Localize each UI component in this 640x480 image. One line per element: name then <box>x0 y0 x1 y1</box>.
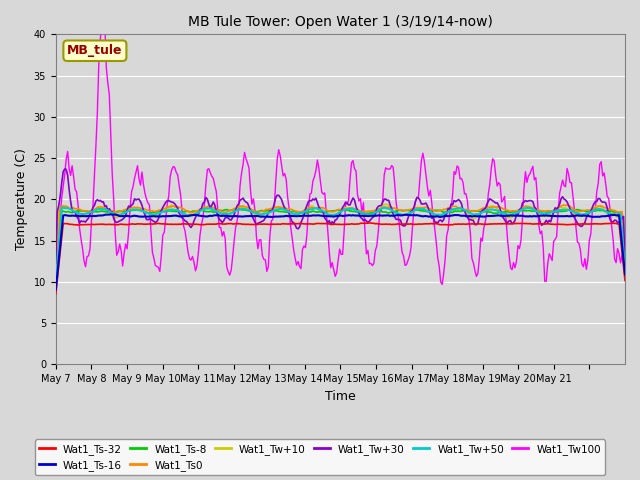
Y-axis label: Temperature (C): Temperature (C) <box>15 148 28 250</box>
Legend: Wat1_Ts-32, Wat1_Ts-16, Wat1_Ts-8, Wat1_Ts0, Wat1_Tw+10, Wat1_Tw+30, Wat1_Tw+50,: Wat1_Ts-32, Wat1_Ts-16, Wat1_Ts-8, Wat1_… <box>35 439 605 475</box>
X-axis label: Time: Time <box>325 390 356 403</box>
Title: MB Tule Tower: Open Water 1 (3/19/14-now): MB Tule Tower: Open Water 1 (3/19/14-now… <box>188 15 493 29</box>
Text: MB_tule: MB_tule <box>67 44 123 57</box>
